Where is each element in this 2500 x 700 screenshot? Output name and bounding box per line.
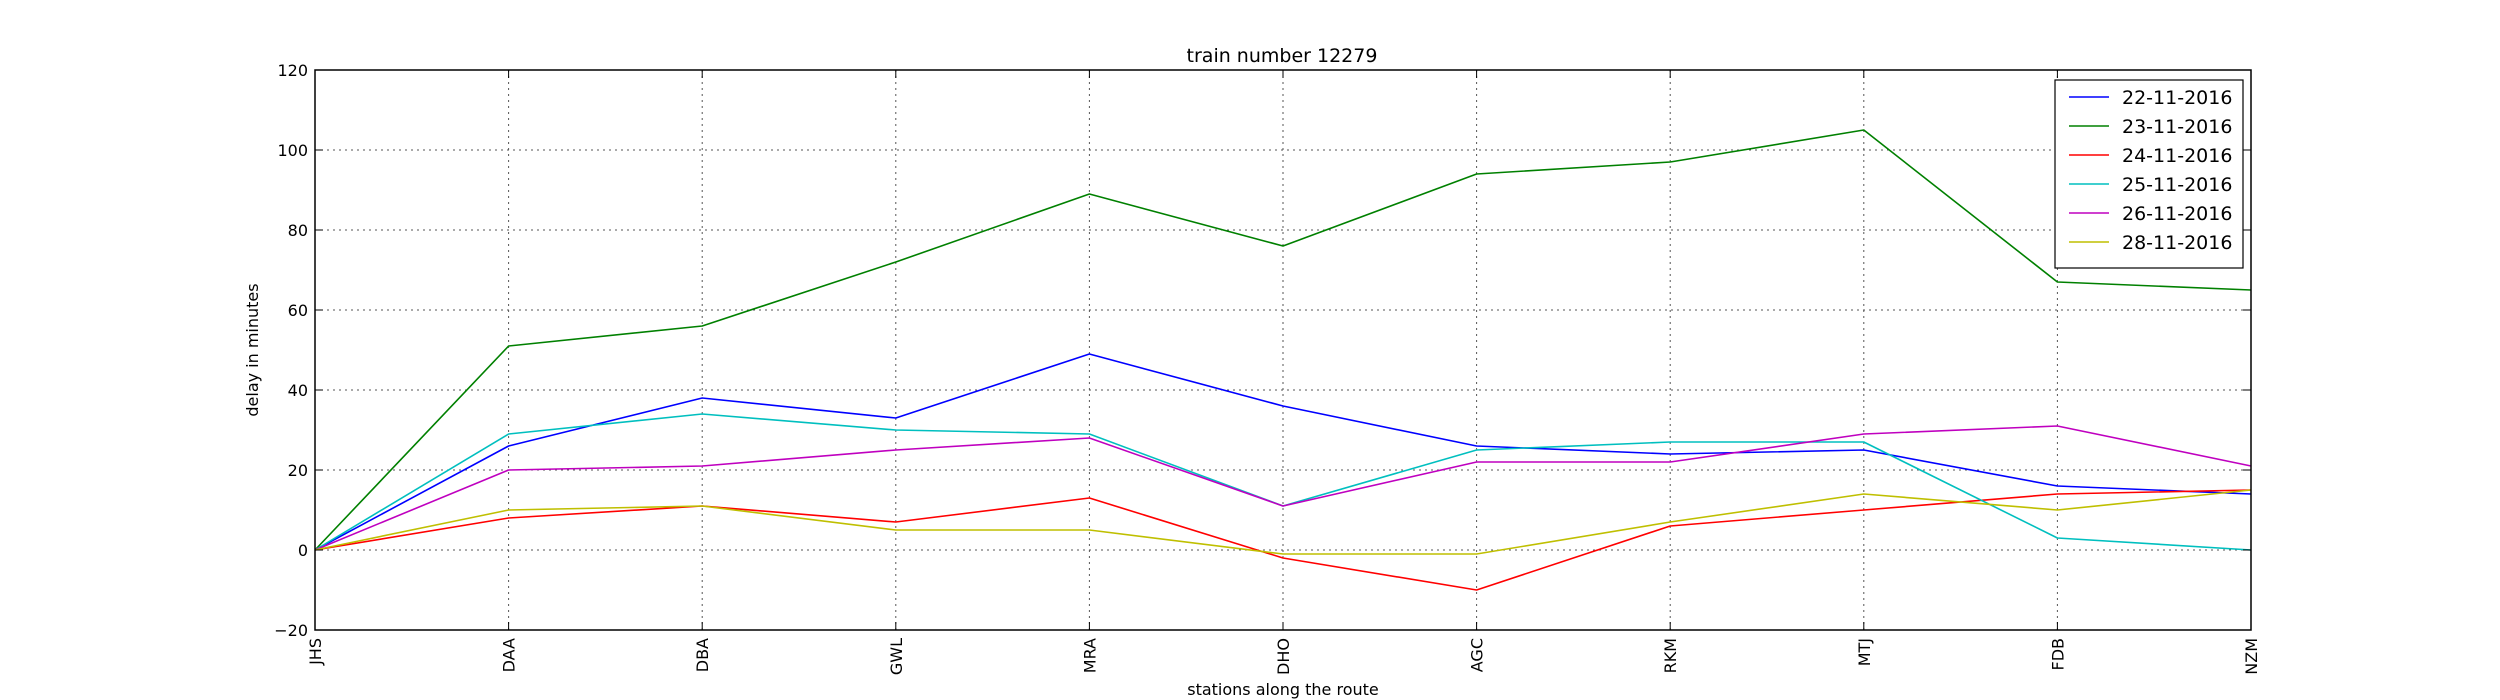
legend-entry: 22-11-2016: [2122, 87, 2232, 109]
series-line-24-11-2016: [314, 489, 2252, 591]
y-tick-label: 20: [288, 461, 308, 480]
y-tick-label: 40: [288, 381, 308, 400]
x-tick-label: AGC: [1468, 638, 1487, 672]
legend-entry: 24-11-2016: [2122, 145, 2232, 167]
x-tick-label: DAA: [500, 638, 519, 672]
x-tick-label: DHO: [1274, 638, 1293, 675]
grid: [315, 70, 2251, 630]
legend-entry: 26-11-2016: [2122, 203, 2232, 225]
x-axis: JHS DAA DBA GWL MRA DHO AGC RKM MTJ FDB NZM: [306, 70, 2261, 675]
x-tick-label: NZM: [2242, 638, 2261, 675]
y-tick-label: 100: [277, 141, 308, 160]
legend-entry: 23-11-2016: [2122, 116, 2232, 138]
series-lines: [314, 129, 2252, 591]
series-line-26-11-2016: [314, 425, 2252, 551]
x-tick-label: RKM: [1661, 638, 1680, 673]
x-tick-label: FDB: [2048, 638, 2067, 671]
chart-title: train number 12279: [1187, 45, 1378, 67]
x-tick-label: JHS: [306, 638, 325, 666]
x-tick-label: MTJ: [1855, 638, 1874, 666]
x-tick-label: MRA: [1080, 638, 1099, 673]
legend-entry: 28-11-2016: [2122, 232, 2232, 254]
y-tick-label: 80: [288, 221, 308, 240]
series-line-23-11-2016: [314, 129, 2252, 551]
series-line-28-11-2016: [314, 489, 2252, 555]
y-tick-label: 120: [277, 61, 308, 80]
legend-entry: 25-11-2016: [2122, 174, 2232, 196]
y-axis-label: delay in minutes: [243, 283, 262, 416]
legend-box: [2054, 79, 2244, 269]
legend: 22-11-2016 23-11-2016 24-11-2016 25-11-2016…: [2054, 79, 2244, 269]
y-tick-label: 0: [298, 541, 308, 560]
x-tick-label: GWL: [887, 638, 906, 675]
y-axis: −20 0 20 40 60 80 100 120: [274, 61, 2251, 640]
y-tick-label: 60: [288, 301, 308, 320]
x-axis-label: stations along the route: [1187, 680, 1379, 699]
x-tick-label: DBA: [693, 638, 712, 672]
series-line-22-11-2016: [314, 353, 2252, 551]
y-tick-label: −20: [274, 621, 308, 640]
